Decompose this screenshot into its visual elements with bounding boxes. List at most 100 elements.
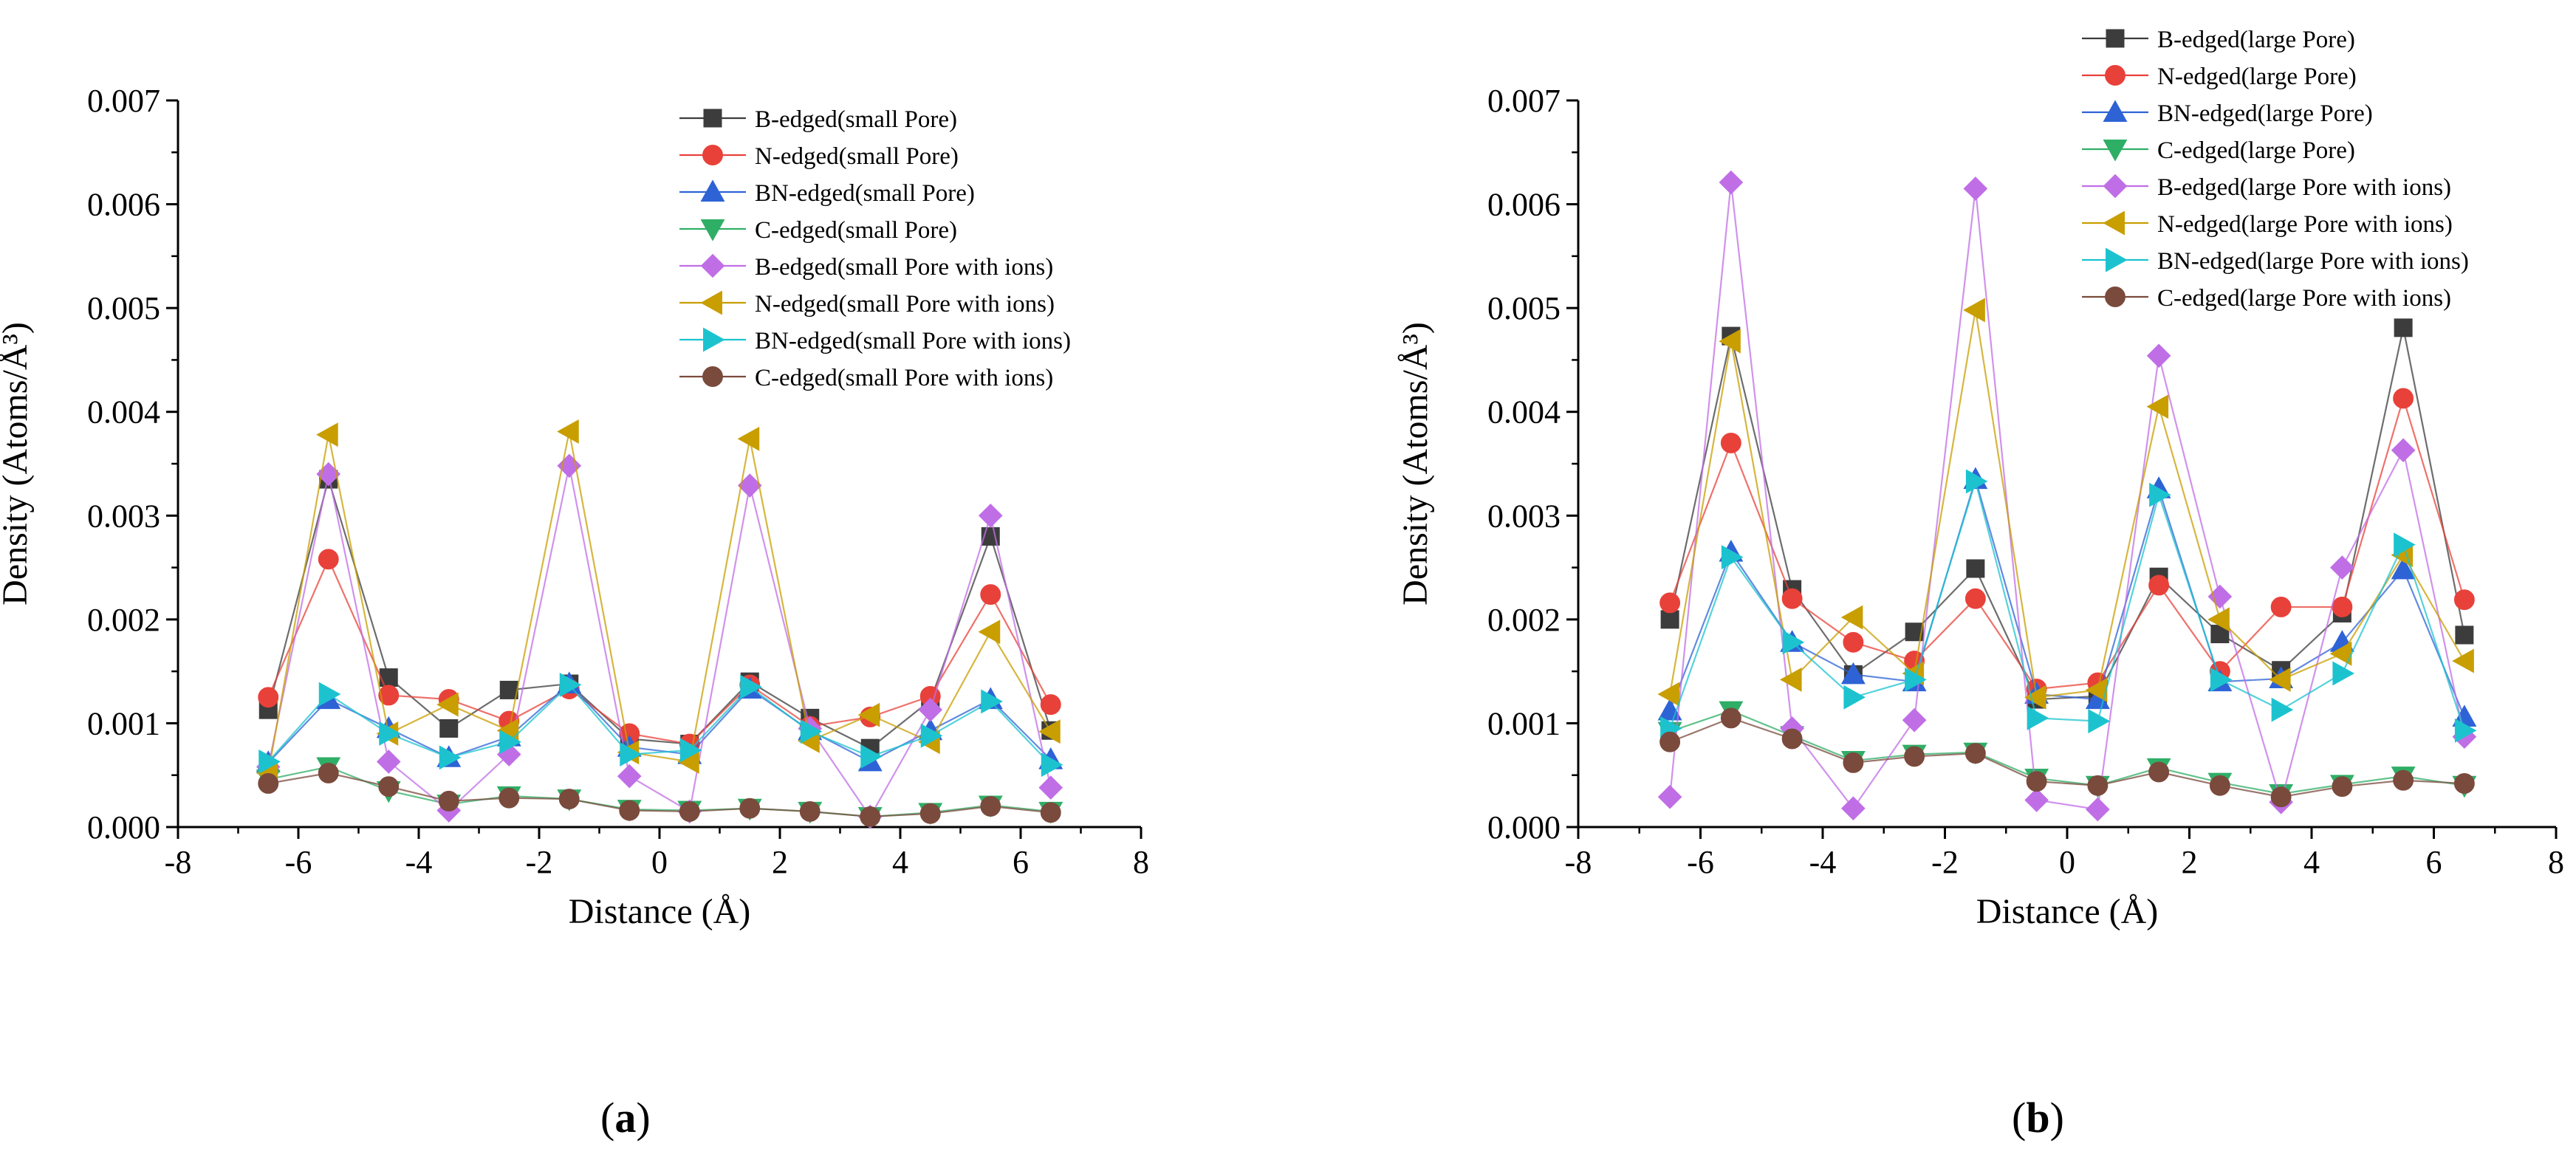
data-point [379, 721, 401, 746]
legend-marker [2103, 140, 2128, 162]
series-line [267, 431, 1052, 774]
data-point [559, 672, 582, 697]
y-tick-label: 0.007 [87, 83, 160, 119]
x-tick-label: -2 [526, 844, 553, 880]
y-tick-label: 0.006 [87, 187, 160, 223]
data-point [2453, 773, 2475, 794]
series [258, 672, 1063, 778]
y-tick-label: 0.001 [87, 705, 160, 741]
data-point [1719, 170, 1744, 195]
data-point [1038, 775, 1063, 800]
legend-label: C-edged(large Pore with ions) [2157, 285, 2451, 312]
data-point [2332, 776, 2353, 798]
legend-label: N-edged(small Pore) [755, 143, 959, 170]
y-tick-label: 0.005 [1487, 290, 1561, 326]
x-tick-label: 2 [2182, 844, 2198, 880]
data-point [740, 674, 762, 699]
y-tick-label: 0.002 [1487, 602, 1561, 638]
y-tick-label: 0.003 [87, 498, 160, 534]
data-point [1657, 682, 1680, 707]
data-point [2148, 761, 2170, 783]
data-point [2210, 667, 2233, 692]
data-point [2455, 625, 2474, 645]
data-point [1720, 432, 1741, 453]
series-line [267, 683, 1052, 766]
data-point [1781, 588, 1803, 609]
series [1659, 707, 2475, 808]
x-axis-label: Distance (Å) [569, 892, 751, 931]
data-point [978, 620, 1001, 645]
data-point [439, 745, 462, 770]
x-tick-label: -6 [1687, 844, 1714, 880]
legend-marker [700, 219, 725, 241]
x-tick-label: -4 [405, 844, 433, 880]
legend-marker [703, 109, 722, 128]
data-point [981, 689, 1003, 714]
series-line [1669, 182, 2465, 811]
series-line [267, 465, 1052, 819]
y-tick-label: 0.005 [87, 290, 160, 326]
x-tick-label: 6 [1013, 844, 1029, 880]
data-point [258, 687, 279, 708]
data-point [1963, 298, 1985, 323]
data-point [737, 426, 760, 451]
y-axis-label: Density (Atoms/Å³) [0, 322, 35, 606]
series [1657, 467, 2477, 727]
legend-label: B-edged(large Pore with ions) [2157, 174, 2451, 201]
data-point [1840, 662, 1866, 685]
legend-label: N-edged(small Pore with ions) [755, 291, 1055, 318]
data-point [1904, 746, 1925, 767]
data-point [436, 692, 459, 717]
x-tick-label: -2 [1931, 844, 1959, 880]
data-point [739, 798, 761, 819]
y-axis-label: Density (Atoms/Å³) [1396, 322, 1435, 606]
data-point [2146, 394, 2169, 419]
data-point [619, 800, 640, 821]
data-point [2391, 438, 2416, 463]
data-point [2393, 388, 2414, 409]
data-point [1040, 694, 1061, 716]
x-tick-label: 6 [2426, 844, 2442, 880]
y-tick-label: 0.000 [1487, 809, 1561, 846]
data-point [918, 697, 943, 722]
data-point [2024, 685, 2046, 710]
y-tick-label: 0.000 [87, 809, 160, 846]
data-point [379, 668, 398, 687]
data-point [1843, 685, 1866, 710]
legend-label: C-edged(large Pore) [2157, 137, 2355, 164]
data-point [2393, 769, 2414, 791]
data-point [920, 723, 943, 748]
legend-label: BN-edged(small Pore) [755, 180, 975, 207]
data-point [439, 719, 459, 738]
legend-label: BN-edged(large Pore) [2157, 100, 2373, 127]
legend-marker [2103, 100, 2128, 122]
data-point [1782, 630, 1805, 655]
legend-marker [2105, 287, 2125, 307]
x-tick-label: -6 [285, 844, 312, 880]
legend-label: N-edged(large Pore) [2157, 64, 2357, 90]
data-point [558, 789, 580, 809]
data-point [1841, 796, 1866, 821]
data-point [316, 422, 338, 447]
x-tick-label: 8 [2548, 844, 2564, 880]
legend-marker [2105, 65, 2125, 86]
data-point [980, 795, 1001, 817]
data-point [2453, 589, 2475, 611]
data-point [499, 730, 521, 755]
legend-label: B-edged(small Pore) [755, 106, 957, 133]
series-line [1669, 309, 2465, 699]
legend-label: BN-edged(small Pore with ions) [755, 328, 1071, 354]
data-point [1966, 559, 1985, 578]
y-tick-label: 0.004 [87, 394, 160, 431]
data-point [557, 419, 579, 444]
x-tick-label: 4 [892, 844, 908, 880]
y-tick-label: 0.007 [1487, 83, 1561, 119]
data-point [1902, 707, 1927, 733]
series-line [1669, 478, 2465, 731]
caption-a: (a) [600, 1094, 651, 1142]
data-point [258, 749, 281, 774]
data-point [2026, 771, 2047, 792]
legend-label: B-edged(small Pore with ions) [755, 254, 1053, 281]
data-point [1963, 176, 1988, 201]
data-point [800, 719, 823, 744]
